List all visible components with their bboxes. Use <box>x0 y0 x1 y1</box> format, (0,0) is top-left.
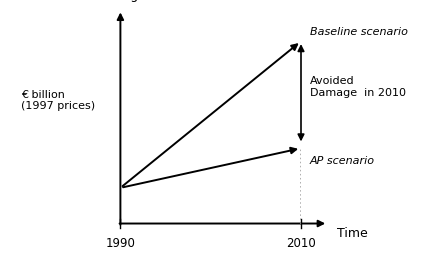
Text: 1990: 1990 <box>105 237 135 250</box>
Text: Avoided
Damage  in 2010: Avoided Damage in 2010 <box>310 76 406 98</box>
Text: Time: Time <box>337 227 368 240</box>
Text: € billion
(1997 prices): € billion (1997 prices) <box>21 90 95 112</box>
Text: AP scenario: AP scenario <box>310 156 375 166</box>
Text: 2010: 2010 <box>286 237 316 250</box>
Text: Damage: Damage <box>94 0 147 2</box>
Text: Baseline scenario: Baseline scenario <box>310 27 408 37</box>
